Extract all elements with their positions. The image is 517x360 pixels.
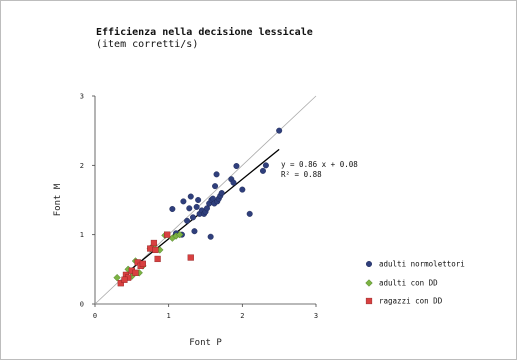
data-point	[113, 273, 121, 282]
legend-item: ragazzi con DD	[365, 297, 443, 306]
data-points	[113, 127, 283, 287]
data-point	[246, 210, 253, 217]
data-point	[117, 280, 124, 287]
data-point	[187, 254, 194, 261]
data-point	[139, 260, 146, 267]
data-point	[259, 167, 266, 174]
data-point	[187, 193, 194, 200]
legend-label: ragazzi con DD	[379, 297, 443, 306]
data-point	[169, 206, 176, 213]
data-point	[150, 239, 158, 247]
data-point	[276, 127, 283, 134]
legend-item: adulti con DD	[365, 279, 438, 288]
legend-marker	[365, 297, 373, 305]
axes: 0 1 2 3 0 1 2 3	[80, 93, 318, 321]
data-point	[191, 228, 198, 235]
data-point	[203, 205, 210, 212]
data-point	[180, 198, 187, 205]
y-tick-label: 1	[80, 231, 84, 239]
axis-labels: Font P Font M y = 0.86 x + 0.08 R² = 0.8…	[53, 160, 358, 348]
legend-label: adulti con DD	[379, 279, 438, 288]
y-tick-label: 0	[80, 301, 84, 309]
data-point	[154, 255, 161, 263]
data-point	[121, 276, 128, 283]
data-point	[195, 196, 202, 203]
chart-subtitle: (item corretti/s)	[96, 39, 199, 50]
data-point	[132, 269, 139, 276]
y-tick-label: 2	[80, 162, 84, 170]
data-point	[233, 163, 240, 170]
data-point	[239, 186, 246, 193]
trendline-r2: R² = 0.88	[281, 170, 322, 179]
data-point	[189, 214, 196, 221]
data-point	[176, 230, 184, 239]
x-axis-label: Font P	[189, 338, 222, 348]
data-point	[207, 233, 214, 240]
data-point	[230, 179, 237, 186]
data-point	[184, 217, 191, 224]
x-tick-label: 1	[167, 312, 171, 320]
data-point	[193, 203, 200, 210]
chart-title: Efficienza nella decisione lessicale	[96, 27, 313, 38]
data-point	[262, 162, 269, 169]
data-point	[213, 171, 220, 178]
legend-marker	[366, 261, 373, 268]
series-2	[117, 231, 194, 287]
data-point	[164, 231, 171, 238]
data-point	[186, 205, 193, 212]
y-tick-label: 3	[80, 93, 84, 101]
legend: adulti normolettori adulti con DD ragazzi …	[365, 260, 465, 306]
x-tick-label: 2	[240, 312, 244, 320]
data-point	[212, 183, 219, 190]
data-point	[218, 190, 225, 197]
data-point	[152, 246, 159, 254]
legend-label: adulti normolettori	[379, 260, 465, 269]
series-0	[169, 127, 283, 240]
data-point	[147, 245, 154, 252]
legend-item: adulti normolettori	[366, 260, 465, 269]
x-tick-label: 0	[93, 312, 97, 320]
legend-marker	[365, 279, 373, 287]
trendline-equation: y = 0.86 x + 0.08	[281, 160, 358, 169]
y-axis-label: Font M	[53, 183, 63, 216]
x-tick-label: 3	[314, 312, 318, 320]
